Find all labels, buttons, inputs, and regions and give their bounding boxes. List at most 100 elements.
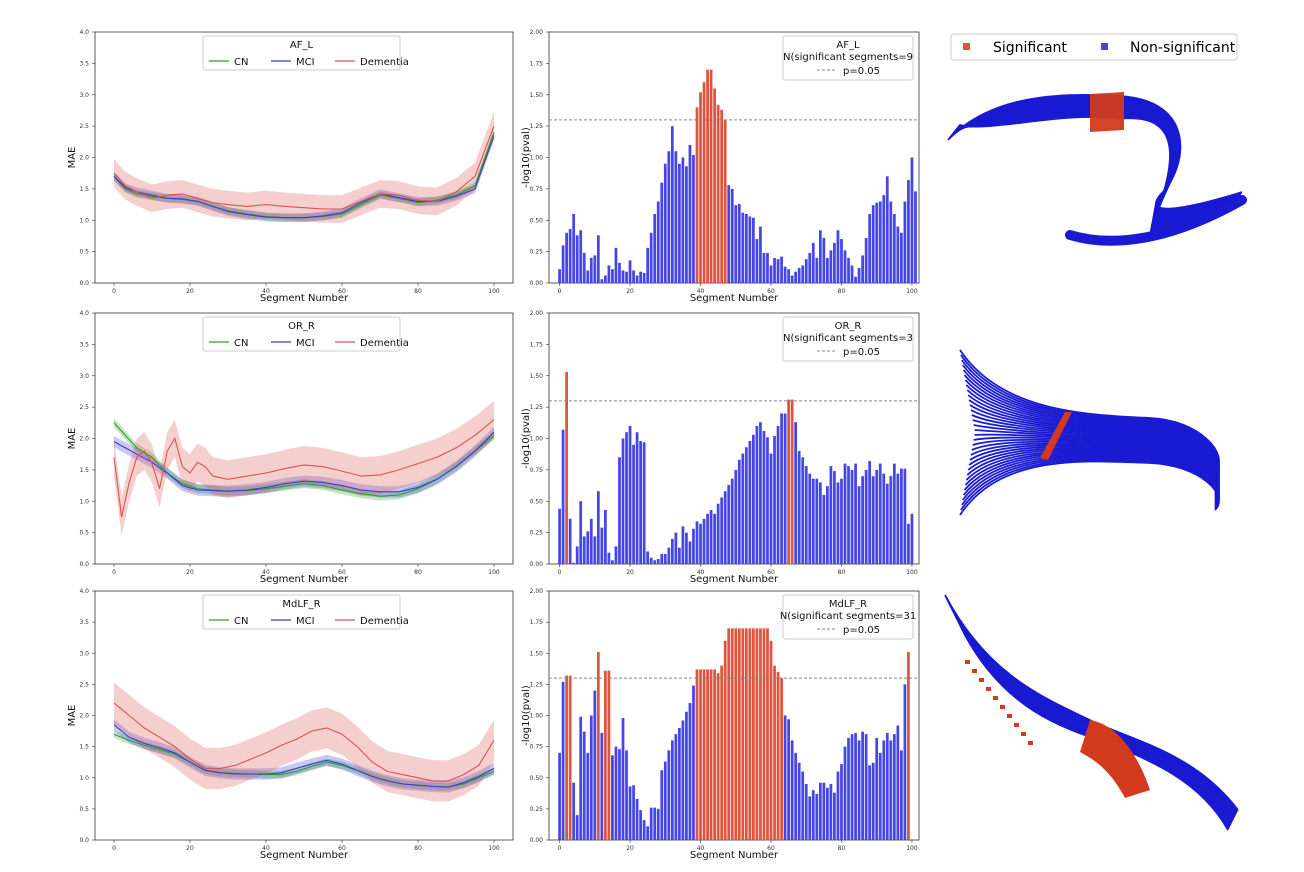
significant-region bbox=[1080, 720, 1150, 798]
bar-segment-89 bbox=[871, 205, 875, 283]
bar-segment-59 bbox=[766, 252, 769, 283]
x-axis-label: Segment Number bbox=[690, 850, 779, 861]
line-mci bbox=[113, 431, 495, 493]
bar-segment-28 bbox=[656, 558, 660, 564]
bar-segment-94 bbox=[889, 740, 893, 840]
bar-segment-41 bbox=[702, 518, 706, 564]
y-tick-label: 0.5 bbox=[79, 530, 89, 537]
x-tick-label: 40 bbox=[697, 288, 705, 295]
bar-segment-9 bbox=[589, 518, 593, 564]
bar-segment-52 bbox=[741, 453, 745, 564]
bar-segment-62 bbox=[776, 671, 780, 840]
bar-segment-60 bbox=[769, 265, 773, 283]
bar-segment-85 bbox=[857, 740, 861, 840]
bar-segment-69 bbox=[801, 771, 805, 840]
y-axis-label: MAE bbox=[67, 705, 78, 727]
bar-segment-38 bbox=[692, 154, 695, 283]
bar-segment-67 bbox=[794, 422, 798, 564]
bar-segment-16 bbox=[614, 247, 618, 283]
band-dementia bbox=[114, 112, 494, 223]
y-tick-label: 1.25 bbox=[530, 123, 544, 130]
x-tick-label: 80 bbox=[414, 845, 422, 852]
bar-segment-2 bbox=[565, 675, 568, 840]
bar-segment-80 bbox=[840, 239, 843, 283]
y-tick-label: 2.00 bbox=[530, 29, 544, 36]
bar-segment-19 bbox=[625, 432, 628, 564]
bar-segment-39 bbox=[695, 521, 699, 564]
bar-segment-73 bbox=[815, 478, 819, 564]
bar-segment-44 bbox=[713, 513, 716, 564]
bar-segment-0 bbox=[558, 508, 561, 564]
y-tick-label: 1.75 bbox=[530, 619, 544, 626]
y-tick-label: 1.50 bbox=[530, 650, 544, 657]
bar-segment-60 bbox=[769, 453, 773, 564]
bar-segment-81 bbox=[843, 746, 847, 841]
bar-segment-26 bbox=[649, 557, 653, 564]
bar-segment-22 bbox=[635, 432, 639, 564]
bar-segment-34 bbox=[678, 547, 681, 564]
bar-segment-10 bbox=[593, 690, 597, 840]
bar-segment-94 bbox=[889, 476, 893, 564]
bar-segment-27 bbox=[653, 213, 657, 283]
band-mci bbox=[114, 719, 494, 793]
bar-segment-74 bbox=[818, 482, 822, 564]
bar-segment-55 bbox=[752, 628, 755, 840]
x-tick-label: 0 bbox=[558, 569, 562, 576]
bar-segment-3 bbox=[568, 229, 572, 283]
line-legend: MdLF_R CN MCI Dementia bbox=[202, 594, 409, 630]
chart-panel-2: 0.0 0.5 1.0 1.5 2.0 2.5 3.0 3.5 4.0 0 20 40 60 80 100 S… bbox=[67, 310, 514, 585]
line-dementia bbox=[113, 125, 495, 210]
bar-segment-29 bbox=[660, 553, 664, 564]
bar-segment-68 bbox=[797, 451, 801, 564]
bar-segment-85 bbox=[857, 486, 861, 564]
x-axis-label: Segment Number bbox=[690, 293, 779, 304]
bar-segment-70 bbox=[804, 466, 808, 564]
bar-segment-24 bbox=[642, 442, 646, 564]
bar-segment-81 bbox=[843, 250, 847, 283]
bar-segment-38 bbox=[692, 685, 695, 840]
y-tick-label: 3.5 bbox=[79, 619, 89, 626]
y-tick-label: 0.5 bbox=[79, 249, 89, 256]
bar-segment-14 bbox=[607, 265, 611, 283]
x-tick-label: 100 bbox=[906, 288, 918, 295]
bar-segment-19 bbox=[625, 271, 628, 283]
bar-segment-45 bbox=[716, 673, 720, 840]
significant-region bbox=[1028, 741, 1033, 745]
bar-segment-72 bbox=[811, 478, 815, 564]
x-tick-label: 60 bbox=[338, 288, 346, 295]
bar-segment-67 bbox=[794, 271, 798, 283]
y-tick-label: 1.25 bbox=[530, 404, 544, 411]
line-legend: OR_R CN MCI Dementia bbox=[202, 316, 409, 352]
bar-segment-13 bbox=[604, 670, 607, 840]
bar-segment-4 bbox=[572, 213, 576, 283]
bar-segment-20 bbox=[628, 425, 632, 564]
bar-segment-31 bbox=[667, 151, 671, 283]
x-tick-label: 100 bbox=[906, 569, 918, 576]
x-axis-label: Segment Number bbox=[260, 293, 349, 304]
nonsignificant-swatch bbox=[1101, 43, 1108, 50]
significant-region bbox=[1007, 714, 1012, 718]
bar-segment-21 bbox=[632, 270, 635, 283]
bar-segment-50 bbox=[734, 205, 738, 283]
x-axis-label: Segment Number bbox=[260, 850, 349, 861]
x-tick-label: 0 bbox=[112, 845, 116, 852]
bar-segment-93 bbox=[885, 176, 889, 283]
y-tick-label: 4.0 bbox=[79, 29, 89, 36]
legend-label-cn: CN bbox=[234, 616, 248, 627]
bar-segment-3 bbox=[568, 518, 572, 564]
legend-label-dementia: Dementia bbox=[360, 57, 409, 68]
y-tick-label: 2.00 bbox=[530, 588, 544, 595]
bar-segment-15 bbox=[611, 560, 614, 564]
bar-segment-4 bbox=[572, 782, 576, 840]
bar-segment-99 bbox=[907, 523, 910, 564]
chart-panel-0: 0.0 0.5 1.0 1.5 2.0 2.5 3.0 3.5 4.0 0 20 40 60 80 100 S… bbox=[67, 29, 514, 304]
bar-segment-42 bbox=[706, 669, 709, 840]
fiber bbox=[956, 618, 1233, 823]
bar-segment-12 bbox=[600, 279, 604, 283]
bar-segment-15 bbox=[611, 755, 614, 840]
x-tick-label: 60 bbox=[767, 845, 775, 852]
bar-segment-63 bbox=[780, 256, 783, 283]
bar-segment-25 bbox=[646, 826, 650, 840]
x-tick-label: 0 bbox=[112, 569, 116, 576]
